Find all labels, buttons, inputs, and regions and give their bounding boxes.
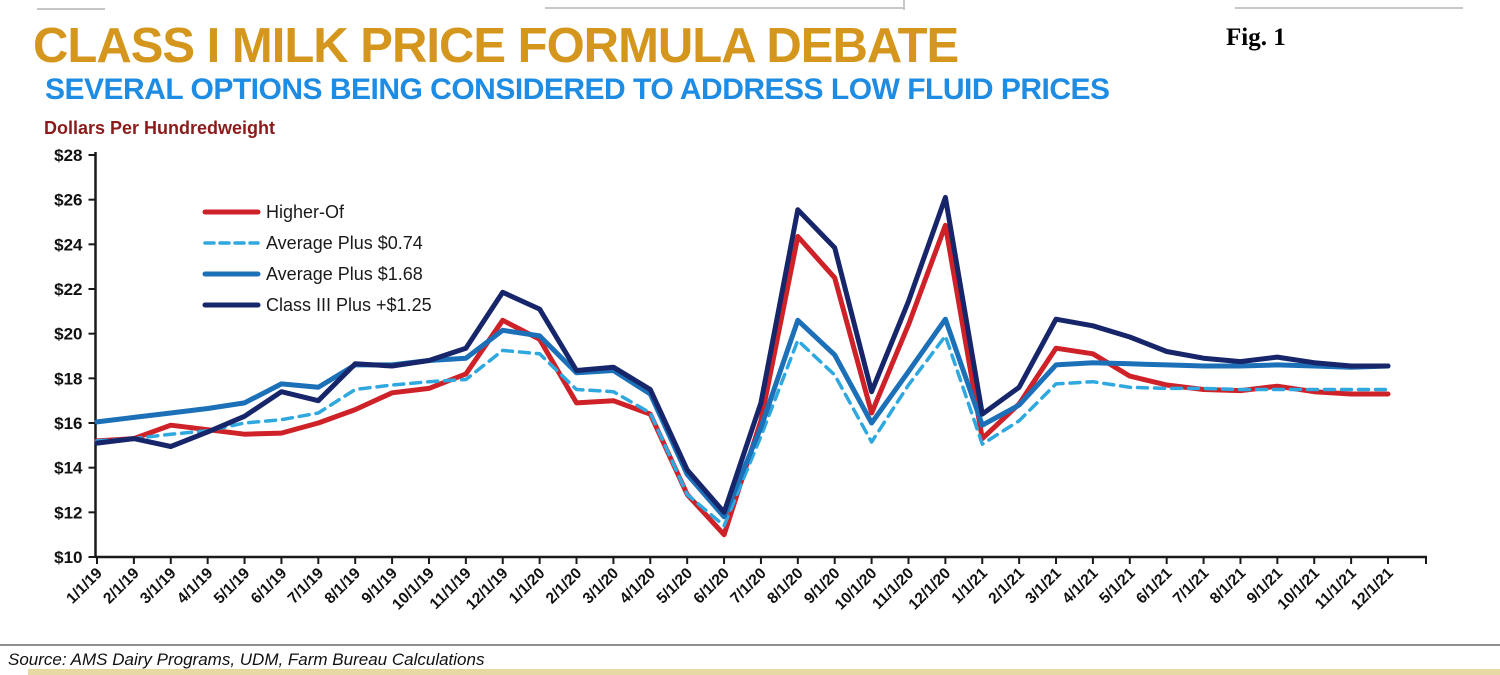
x-tick-label: 2/1/20 [543,565,586,608]
x-tick-label: 8/1/21 [1207,565,1250,608]
top-edge-line [545,7,905,9]
y-tick-label: $10 [54,548,82,567]
source-note: Source: AMS Dairy Programs, UDM, Farm Bu… [8,650,485,669]
x-tick-label: 8/1/20 [764,565,807,608]
y-axis-title: Dollars Per Hundredweight [44,118,276,138]
y-tick-label: $16 [54,414,82,433]
x-tick-label: 4/1/19 [174,565,217,608]
x-tick-label: 5/1/20 [653,565,696,608]
x-tick-label: 5/1/21 [1096,565,1139,608]
y-tick-label: $20 [54,325,82,344]
x-tick-label: 6/1/19 [248,565,291,608]
x-tick-label: 1/1/20 [506,565,549,608]
x-tick-label: 4/1/20 [617,565,660,608]
series-line-class-iii-plus-1-25 [94,194,1391,515]
x-tick-label: 8/1/19 [322,565,365,608]
legend-label-higher-of: Higher-Of [266,202,345,222]
x-tick-label: 7/1/21 [1170,565,1213,608]
page-title: CLASS I MILK PRICE FORMULA DEBATE [33,19,959,73]
legend-label-average-plus-0-74: Average Plus $0.74 [266,233,423,253]
y-tick-label: $12 [54,503,82,522]
x-tick-label: 12/1/20 [906,565,955,614]
y-tick-label: $28 [54,146,82,165]
footer-divider [0,644,1500,646]
x-tick-label: 2/1/21 [985,565,1028,608]
x-tick-label: 5/1/19 [211,565,254,608]
x-tick-label: 6/1/21 [1133,565,1176,608]
series-line-average-plus-0-74 [95,334,1390,528]
y-tick-label: $24 [54,235,83,254]
top-edge-line [1235,7,1463,9]
y-tick-label: $26 [54,191,82,210]
x-tick-label: 6/1/20 [690,565,733,608]
x-tick-label: 10/1/20 [832,565,881,614]
x-tick-label: 12/1/19 [463,565,512,614]
x-tick-label: 3/1/19 [137,565,180,608]
y-tick-label: $18 [54,369,82,388]
series-line-average-plus-1-68 [94,316,1391,520]
top-edge-line [37,8,105,10]
x-tick-label: 12/1/21 [1348,565,1397,614]
x-tick-label: 7/1/20 [727,565,770,608]
x-tick-label: 4/1/21 [1059,565,1102,608]
x-tick-label: 3/1/21 [1022,565,1065,608]
x-tick-label: 2/1/19 [100,565,143,608]
legend-label-class-iii-plus-1-25: Class III Plus +$1.25 [266,295,432,315]
figure-number-label: Fig. 1 [1226,24,1286,51]
bottom-accent-bar [28,669,1500,675]
legend-label-average-plus-1-68: Average Plus $1.68 [266,264,423,284]
top-edge-tick [903,0,905,10]
y-tick-label: $22 [54,280,82,299]
x-tick-label: 1/1/21 [949,565,992,608]
x-tick-label: 1/1/19 [63,565,106,608]
x-tick-label: 3/1/20 [580,565,623,608]
y-tick-label: $14 [54,459,83,478]
x-tick-label: 7/1/19 [285,565,328,608]
page-subtitle: SEVERAL OPTIONS BEING CONSIDERED TO ADDR… [45,73,1110,106]
